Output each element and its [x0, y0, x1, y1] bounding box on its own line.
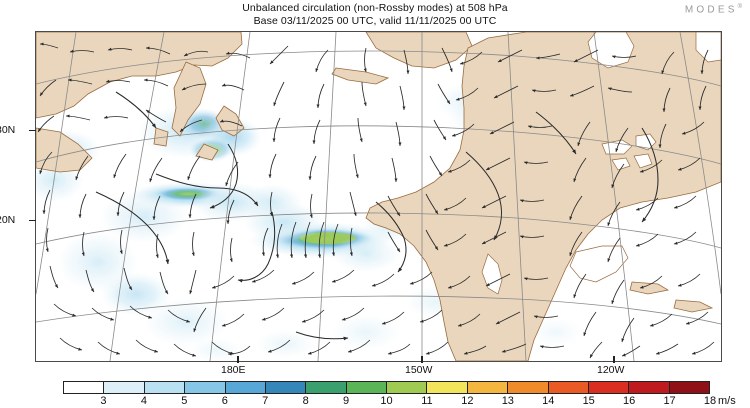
colorbar-tick-16: 16 [623, 395, 636, 407]
lon-tick-150w [421, 356, 423, 363]
colorbar-swatch-12 [548, 382, 589, 393]
colorbar-tick-12: 12 [461, 395, 474, 407]
logo-text: MODES [684, 4, 738, 16]
lat-label-20n: 20N [0, 214, 16, 226]
land-japan-south [195, 143, 219, 161]
colorbar-tick-labels: 3 4 5 6 7 8 9 10 11 12 13 14 15 16 17 18 [63, 395, 716, 408]
colorbar-swatch-13 [588, 382, 630, 393]
colorbar-tick-10: 10 [380, 395, 393, 407]
chart-title-block: Unbalanced circulation (non-Rossby modes… [0, 2, 750, 27]
land-china [36, 127, 93, 173]
lat-tick-20n [29, 220, 36, 222]
gulf-of-mexico [569, 245, 629, 283]
lon-label-180e: 180E [221, 364, 246, 376]
colorbar-swatch-6 [306, 382, 347, 393]
chart-title: Unbalanced circulation (non-Rossby modes… [242, 2, 508, 14]
colorbar-swatch-9 [427, 382, 468, 393]
colorbar-tick-7: 7 [262, 395, 269, 407]
colorbar-tick-17: 17 [663, 395, 676, 407]
wind-streamlines [95, 91, 659, 341]
land-caribbean [673, 299, 714, 313]
colorbar-tick-13: 13 [501, 395, 514, 407]
colorbar-swatch-5 [265, 382, 307, 393]
colorbar-tick-3: 3 [100, 395, 107, 407]
colorbar-swatch-10 [467, 382, 509, 393]
colorbar-swatch-14 [629, 382, 670, 393]
colorbar-swatch-0 [64, 382, 105, 393]
modes-logo: MODES® [685, 4, 742, 15]
land-cuba [629, 281, 670, 295]
colorbar-tick-18: 18 [703, 395, 717, 407]
land-greenland [695, 32, 721, 63]
colorbar-units-label: m/s [718, 395, 736, 407]
colorbar-tick-5: 5 [181, 395, 188, 407]
land-japan [215, 105, 245, 137]
lat-label-30n: 30N [0, 124, 16, 136]
colorbar-tick-8: 8 [302, 395, 309, 407]
colorbar-swatch-3 [185, 382, 226, 393]
colorbar-swatch-1 [104, 382, 145, 393]
lat-tick-30n [29, 130, 36, 132]
hudson-bay [587, 32, 635, 69]
colorbar [63, 381, 710, 394]
colorbar-swatch-15 [669, 382, 709, 393]
colorbar-swatch-7 [346, 382, 387, 393]
colorbar-swatch-2 [144, 382, 186, 393]
colorbar-tick-11: 11 [421, 395, 433, 407]
colorbar-tick-14: 14 [542, 395, 555, 407]
wind-vector-field [37, 42, 715, 359]
colorbar-tick-4: 4 [140, 395, 147, 407]
colorbar-swatch-8 [387, 382, 428, 393]
lon-tick-180e [237, 356, 239, 363]
lon-label-150w: 150W [405, 364, 433, 376]
colorbar-tick-9: 9 [343, 395, 350, 407]
landmass-layer [36, 32, 721, 361]
colorbar-swatch-11 [508, 382, 549, 393]
logo-registered-mark: ® [737, 4, 742, 10]
lon-tick-120w [613, 356, 615, 363]
lon-label-120w: 120W [597, 364, 625, 376]
map-panel [35, 31, 722, 362]
colorbar-tick-15: 15 [582, 395, 595, 407]
colorbar-tick-6: 6 [221, 395, 228, 407]
colorbar-swatch-4 [225, 382, 266, 393]
chart-subtitle: Base 03/11/2025 00 UTC, valid 11/11/2025… [253, 14, 497, 27]
map-canvas [36, 32, 721, 361]
